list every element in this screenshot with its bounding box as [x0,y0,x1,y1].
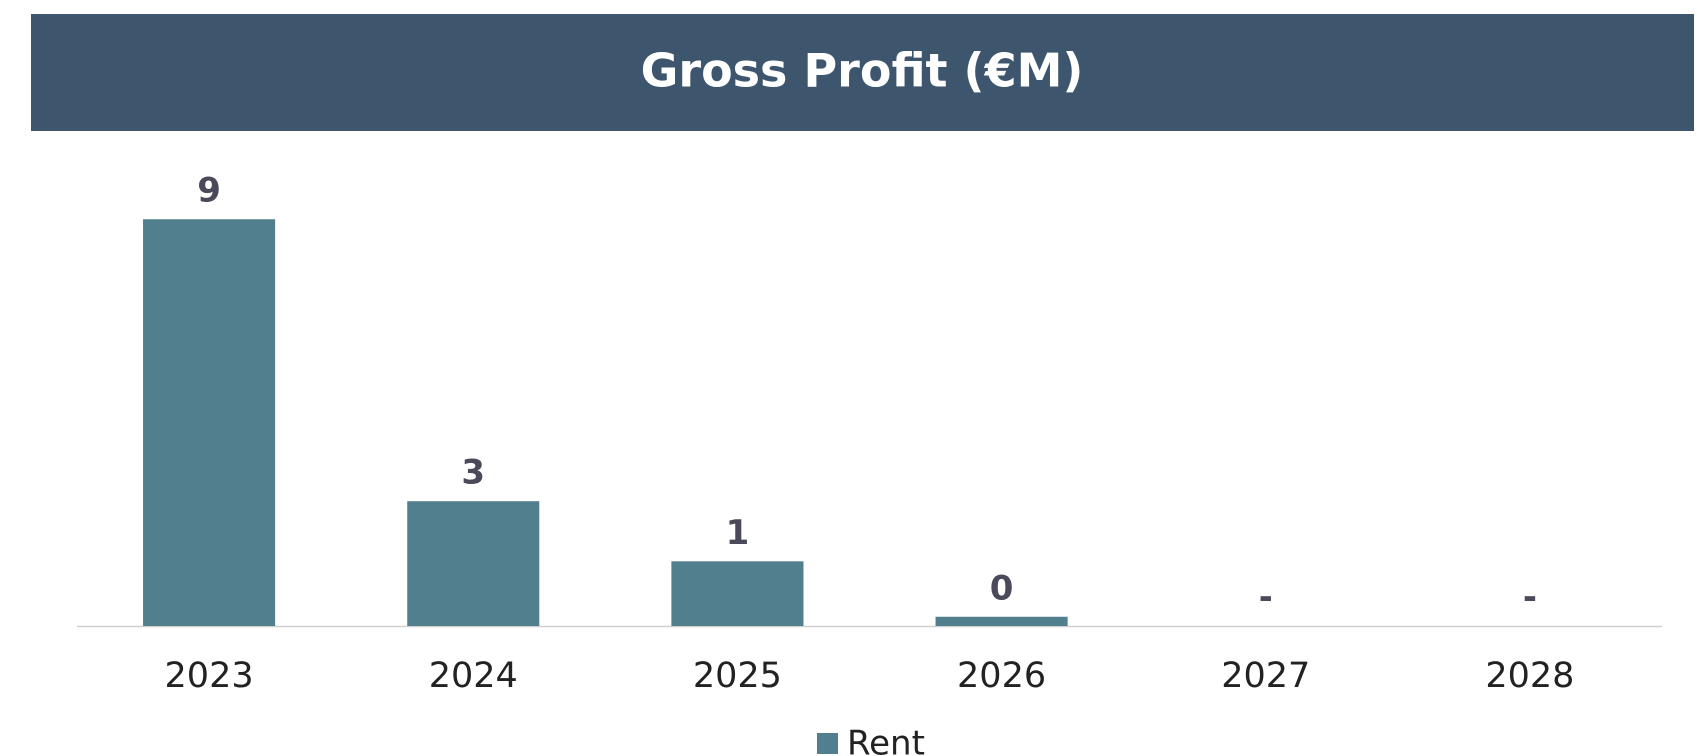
value-label: - [1259,578,1273,618]
value-label: 9 [197,171,221,211]
value-label: 0 [990,568,1014,608]
legend-swatch [817,733,838,754]
bar [407,501,540,626]
x-tick-label: 2025 [693,656,782,696]
bar [935,616,1068,626]
bar [143,219,276,626]
x-tick-label: 2028 [1485,656,1574,696]
x-tick-label: 2024 [429,656,518,696]
value-label: - [1523,578,1537,618]
x-tick-label: 2023 [165,656,254,696]
x-tick-label: 2026 [957,656,1046,696]
bar [671,561,804,626]
title-banner [31,14,1694,131]
value-label: 1 [726,513,750,553]
chart-title: Gross Profit (€M) [641,44,1084,98]
legend-label: Rent [847,724,925,756]
value-label: 3 [461,453,485,493]
x-tick-label: 2027 [1221,656,1310,696]
